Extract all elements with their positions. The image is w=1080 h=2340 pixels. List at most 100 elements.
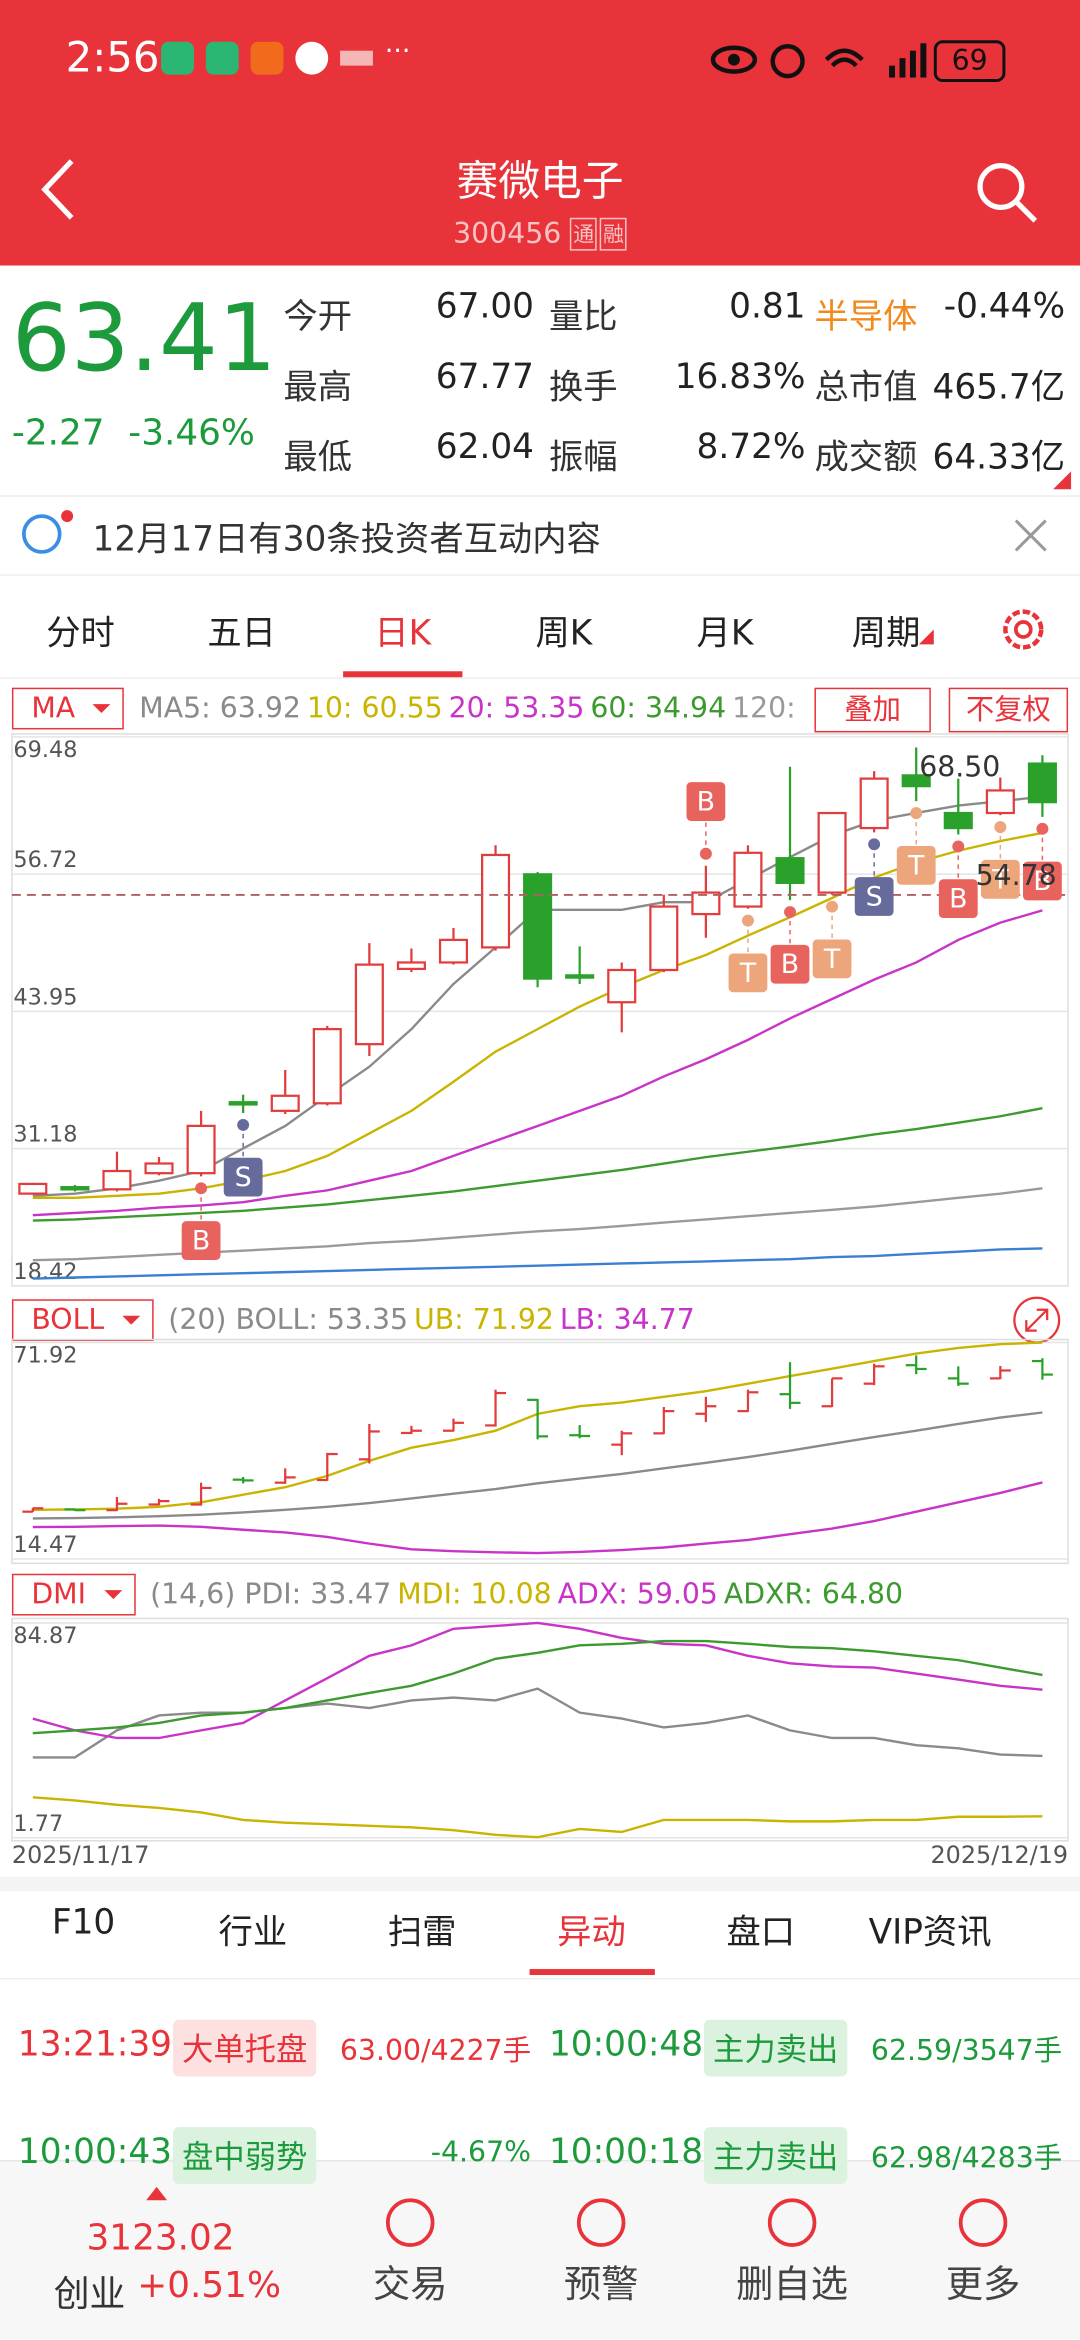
candle-body [144, 1162, 174, 1175]
quote-value: 465.7亿 [932, 368, 1066, 408]
signal-dot [994, 821, 1007, 834]
stock-code-row: 300456 通 融 [0, 217, 1080, 251]
legend-entry: 20: 53.35 [448, 692, 585, 725]
quote-value: 67.00 [435, 287, 535, 327]
status-icons: ··· [161, 36, 410, 75]
indicator-line [32, 1247, 1043, 1280]
info-tab[interactable]: 扫雷 [387, 1913, 457, 1953]
y-tick-label: 18.42 [13, 1259, 77, 1285]
candle-body [943, 811, 973, 830]
quote-label: 今开 [283, 298, 353, 338]
y-tick-label: 1.77 [13, 1811, 63, 1837]
signal-box [938, 879, 978, 919]
index-change: +0.51% [137, 2264, 281, 2307]
corner-mark [1053, 471, 1072, 490]
signal-label: T [907, 850, 925, 881]
nav-icon [767, 2198, 817, 2247]
event-detail: -4.67% [430, 2136, 532, 2169]
period-tab[interactable]: 日K [374, 614, 432, 654]
legend-entry: MDI: 10.08 [397, 1578, 552, 1612]
event-detail: 62.98/4283手 [870, 2142, 1063, 2175]
indicator-line [32, 1621, 1043, 1740]
nav-item[interactable]: 预警 [563, 2262, 639, 2307]
signal-box [686, 782, 726, 821]
info-tab[interactable]: 行业 [218, 1913, 288, 1953]
notice-icon [22, 510, 74, 554]
signal-dot [699, 847, 712, 860]
indicator-select[interactable]: DMI [11, 1573, 136, 1616]
price-change-pct: -3.46% [128, 411, 255, 454]
candle-body [523, 873, 553, 980]
nav-item[interactable]: 交易 [372, 2262, 448, 2307]
legend-entry: 10: 60.55 [306, 692, 443, 725]
tab-underline [528, 1969, 655, 1976]
info-tab[interactable]: VIP资讯 [868, 1913, 992, 1953]
signal-label: T [739, 958, 757, 989]
last-price: 63.41 [11, 283, 277, 393]
quote-label: 半导体 [814, 298, 918, 338]
indicator-line [32, 1639, 1043, 1735]
event-time: 13:21:39 [17, 2025, 173, 2065]
indicator-select[interactable]: MA [11, 687, 125, 730]
notice-bar[interactable] [0, 495, 1080, 576]
indicator-line [32, 1796, 1043, 1839]
candle-body [312, 1027, 342, 1105]
signal-label: S [235, 1162, 252, 1193]
search-button[interactable] [973, 158, 1042, 227]
signal-box [812, 939, 852, 979]
settings-button[interactable] [996, 603, 1050, 657]
panel-frame [11, 1617, 1069, 1842]
legend-entry: 60: 34.94 [590, 692, 727, 725]
nav-item[interactable]: 删自选 [736, 2262, 849, 2307]
battery: 69 [933, 40, 1006, 83]
event-time: 10:00:48 [548, 2025, 704, 2065]
quote-value: -0.44% [943, 287, 1066, 327]
period-tab[interactable]: 月K [696, 614, 754, 654]
info-tab[interactable]: 基 [1016, 1903, 1080, 1954]
indicator-line [32, 795, 1043, 1197]
bottom-bar [0, 2159, 1080, 2340]
candle-body [354, 963, 384, 1046]
period-tab[interactable]: 周K [535, 614, 593, 654]
quote-value: 64.33亿 [932, 438, 1066, 478]
overlay-button[interactable]: 叠加 [814, 687, 931, 733]
nav-item[interactable]: 更多 [945, 2262, 1021, 2307]
tab-underline [343, 671, 463, 678]
candle-body [396, 961, 426, 971]
info-tab[interactable]: F10 [51, 1903, 116, 1943]
nav-icon [576, 2198, 626, 2247]
back-button[interactable] [36, 155, 81, 224]
quote-label: 换手 [548, 368, 618, 408]
signal-dot [741, 914, 754, 927]
signal-dot [952, 840, 965, 853]
signal-label: T [991, 864, 1009, 895]
period-tab[interactable]: 五日 [207, 614, 276, 654]
period-tab[interactable]: 周期 [851, 614, 921, 654]
candle-body [775, 857, 805, 885]
period-tab[interactable]: 分时 [46, 614, 115, 654]
close-notice[interactable] [1011, 516, 1050, 555]
event-type: 盘中弱势 [173, 2127, 317, 2184]
y-tick-label: 84.87 [13, 1623, 77, 1649]
candle-body [228, 1101, 258, 1106]
quote-label: 量比 [548, 298, 618, 338]
quote-value: 62.04 [435, 428, 535, 467]
legend-entry: MA5: 63.92 [139, 692, 301, 725]
info-tab[interactable]: 异动 [557, 1913, 626, 1953]
ma-legend: MA MA5: 63.92 10: 60.55 20: 53.35 60: 34… [11, 687, 796, 730]
candle-body [1027, 762, 1057, 804]
signal-label: B [949, 884, 967, 915]
index-value[interactable]: 3123.02 [86, 2216, 235, 2259]
candle-body [18, 1182, 48, 1195]
candle-body [438, 938, 469, 964]
event-time: 10:00:43 [17, 2133, 173, 2172]
legend-entry: (14,6) PDI: 33.47 [150, 1578, 392, 1612]
y-tick-label: 56.72 [13, 847, 77, 873]
period-dropdown-mark [918, 629, 934, 645]
indicator-line [32, 1687, 1043, 1759]
adjust-button[interactable]: 不复权 [948, 687, 1069, 733]
signal-label: S [866, 882, 883, 913]
signal-box [980, 859, 1020, 899]
info-tab[interactable]: 盘口 [726, 1913, 796, 1953]
candle-body [901, 774, 931, 788]
